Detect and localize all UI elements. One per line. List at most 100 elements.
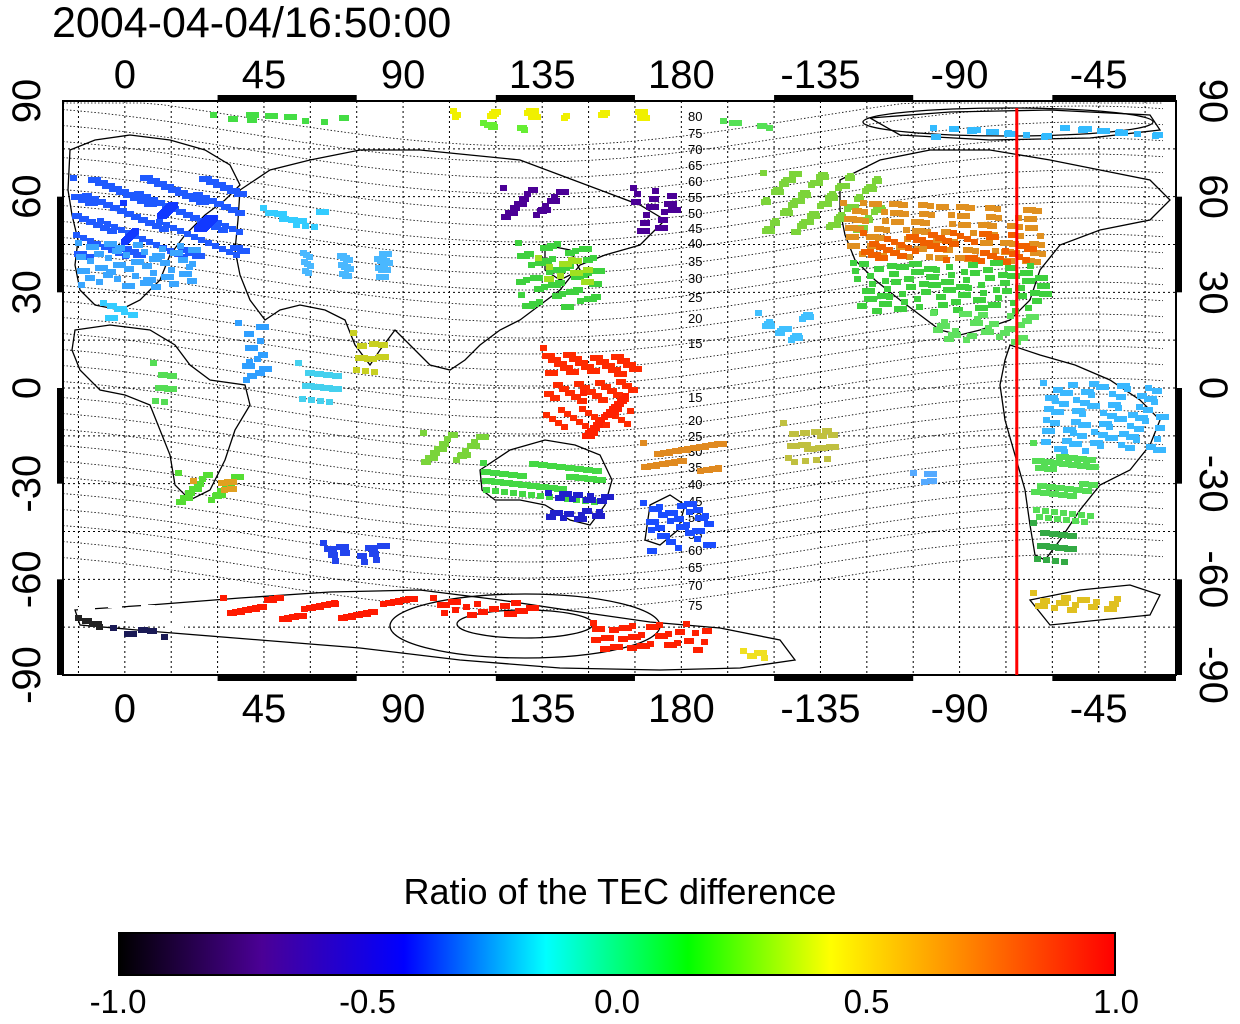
tec-data-cell [846,234,859,240]
tec-data-cell [357,553,367,559]
tec-data-cell [657,533,670,539]
tec-data-cell [646,519,659,525]
tec-data-cell [616,379,626,385]
tec-data-cell [943,257,950,263]
tec-data-cell [550,510,563,516]
tec-data-cell [145,220,155,226]
tec-data-cell [208,497,215,503]
tec-data-cell [552,293,562,299]
tec-data-cell [1127,423,1134,429]
tec-data-cell [683,522,690,528]
tec-data-cell [132,228,139,234]
tec-data-cell [646,624,659,630]
tec-data-cell [618,417,625,423]
tec-data-cell [864,296,877,302]
tec-data-cell [1060,125,1070,131]
tec-data-cell [560,365,573,371]
tec-data-cell [385,600,395,606]
tec-data-cell [1082,448,1089,454]
tec-data-cell [530,275,543,281]
tec-data-cell [293,222,300,228]
tec-data-cell [1109,391,1116,397]
tec-data-cell [596,359,609,365]
tec-data-cell [527,483,540,489]
tec-data-cell [629,623,636,629]
tec-data-cell [176,499,186,505]
tec-data-cell [775,330,785,336]
tec-data-cell [889,271,899,277]
tec-data-cell [658,512,668,518]
tec-data-cell [956,204,969,210]
tec-data-cell [450,108,457,114]
tec-data-cell [884,286,891,292]
tec-data-cell [205,240,212,246]
tec-data-cell [86,219,96,225]
tec-data-cell [104,221,111,227]
tec-data-cell [886,294,893,300]
tec-data-cell [869,241,879,247]
tec-data-cell [901,299,908,305]
tec-data-cell [1077,433,1087,439]
tec-data-cell [1043,417,1050,423]
tec-data-cell [910,470,917,476]
tec-data-cell [847,243,860,249]
tec-data-cell [508,472,518,478]
tec-data-cell [783,177,796,183]
tec-data-cell [1045,395,1058,401]
tec-data-cell [970,320,983,326]
contour-line [62,249,1164,307]
tec-data-cell [474,601,481,607]
tec-data-cell [161,399,168,405]
tec-data-cell [574,466,584,472]
contour-label: 15 [688,390,702,405]
lat-tick-label-left: -90 [5,646,49,704]
tec-data-cell [227,610,237,616]
tec-data-cell [1061,559,1068,565]
tec-data-cell [1009,251,1016,257]
tec-data-cell [547,198,560,204]
tec-data-cell [340,550,350,556]
tec-data-cell [188,247,201,253]
tec-data-cell [924,266,937,272]
tec-data-cell [535,260,548,266]
tec-data-cell [994,206,1001,212]
tec-data-cell [933,327,943,333]
tec-data-cell [819,201,832,207]
tec-data-cell [189,261,196,267]
tec-data-cell [114,276,121,282]
tec-data-cell [133,252,146,258]
contour-line [62,553,1164,611]
tec-data-cell [1116,129,1123,135]
tec-data-cell [72,213,82,219]
tec-data-cell [677,458,687,464]
tec-data-cell [919,211,929,217]
tec-data-cell [212,243,219,249]
tec-data-cell [762,323,775,329]
tec-data-cell [822,428,832,434]
tec-data-cell [617,358,630,364]
tec-data-cell [1134,426,1144,432]
lon-tick-label-top: -135 [780,53,860,97]
tec-data-cell [265,113,278,119]
tec-data-cell [228,207,238,213]
tec-data-cell [441,610,448,616]
tec-data-cell [156,614,166,620]
tec-data-cell [540,345,547,351]
tec-data-cell [142,263,152,269]
tec-data-cell [301,606,308,612]
tec-data-cell [1029,241,1039,247]
tec-data-cell [554,361,567,367]
tec-data-cell [320,385,333,391]
tec-data-cell [813,457,820,463]
colorbar-tick-label: -1.0 [89,983,147,1020]
tec-data-cell [701,639,708,645]
tec-data-cell [357,343,367,349]
tec-data-cell [213,182,226,188]
tec-data-cell [875,205,885,211]
contour-label: 75 [688,598,702,613]
tec-data-cell [536,484,549,490]
tec-data-cell [471,439,478,445]
tec-data-cell [353,612,363,618]
tec-data-cell [611,354,624,360]
tec-data-cell [852,268,859,274]
